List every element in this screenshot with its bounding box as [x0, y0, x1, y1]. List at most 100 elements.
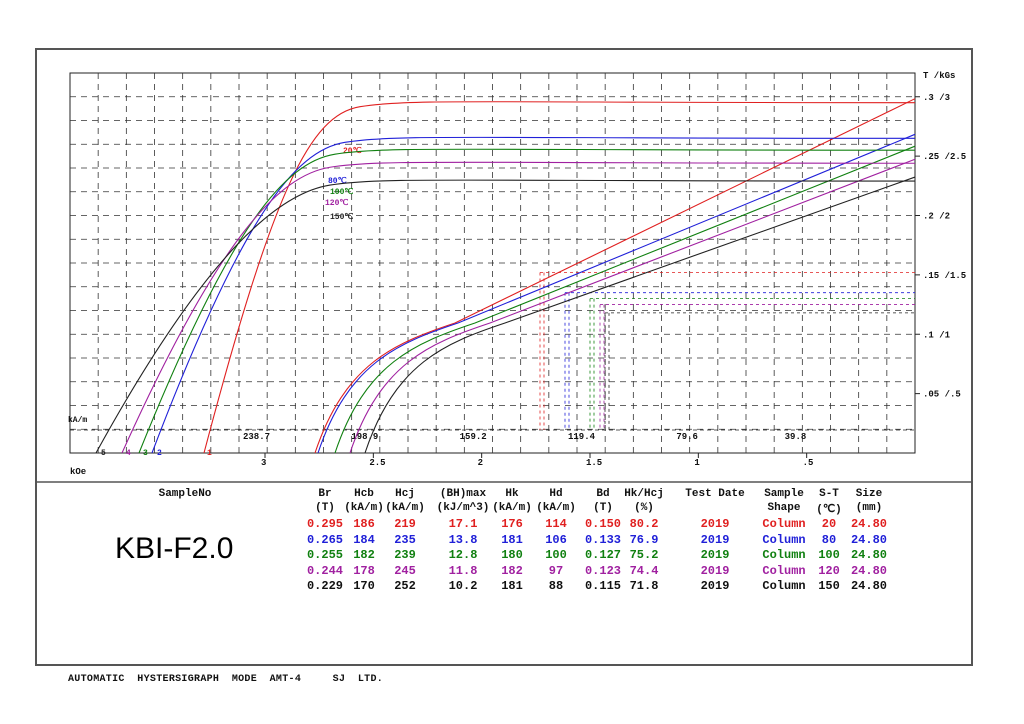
column-header: Bd	[596, 488, 610, 500]
column-unit: (T)	[593, 502, 613, 514]
table-cell: 180	[501, 548, 523, 562]
column-header: Hd	[549, 488, 563, 500]
x-tick-label-kam: 198.9	[351, 432, 378, 442]
table-cell: 182	[501, 563, 523, 578]
sample-no-header: SampleNo	[158, 488, 212, 500]
y-tick-label: .05 /.5	[923, 390, 961, 400]
table-cell: 24.80	[850, 548, 887, 562]
load-line	[364, 176, 916, 454]
y-tick-label: .15 /1.5	[923, 271, 966, 281]
column-header: Sample	[764, 488, 804, 500]
column-header: Hcj	[395, 488, 415, 500]
column-unit: (℃)	[816, 504, 842, 516]
table-cell: 75.2	[629, 548, 659, 562]
x-tick-label-kam: 79.6	[676, 432, 698, 442]
table-cell: 0.255	[306, 548, 343, 562]
x-tick-label-koe: 1.5	[586, 458, 602, 468]
table-cell: 235	[394, 532, 416, 547]
x-tick-label-koe: 1	[694, 458, 700, 468]
table-cell: Column	[762, 548, 806, 562]
table-cell: 97	[548, 563, 564, 578]
demag-curve	[151, 136, 916, 454]
demag-curve	[95, 179, 916, 454]
y-axis-label: T /kGs	[923, 71, 955, 81]
x-tick-label-koe: 3	[261, 458, 266, 468]
curve-temperature-label: 80℃	[328, 176, 347, 186]
table-cell: 2019	[700, 563, 730, 578]
y-tick-label: .1 /1	[923, 330, 951, 340]
column-header: S-T	[819, 488, 839, 500]
table-cell: 106	[545, 532, 567, 547]
table-cell: 100	[818, 548, 840, 562]
table-cell: 80.2	[629, 517, 659, 531]
table-cell: 76.9	[629, 532, 659, 547]
recoil-marker: 5	[101, 449, 106, 458]
curve-temperature-label: 20℃	[343, 146, 362, 156]
load-line	[334, 145, 916, 454]
column-unit: (kA/m)	[344, 502, 384, 514]
table-cell: 245	[394, 563, 416, 578]
x-tick-label-kam: 119.4	[568, 432, 596, 442]
x-tick-label-koe: 2	[478, 458, 483, 468]
report-frame	[35, 48, 973, 666]
table-cell: 2019	[700, 517, 730, 531]
table-cell: 17.1	[448, 517, 478, 531]
table-cell: 24.80	[850, 563, 887, 578]
curve-temperature-label: 150℃	[330, 212, 353, 222]
table-cell: 0.295	[306, 517, 343, 531]
table-cell: 181	[501, 532, 523, 547]
demag-curve	[203, 101, 916, 454]
curve-temperature-label: 120℃	[325, 198, 348, 208]
table-cell: 0.265	[306, 532, 343, 547]
table-cell: 24.80	[850, 517, 887, 531]
table-cell: Column	[762, 563, 806, 578]
table-cell: 170	[353, 579, 375, 593]
table-cell: 186	[353, 517, 375, 531]
x-tick-label-kam: 159.2	[460, 432, 487, 442]
table-cell: 182	[353, 548, 375, 562]
x-axis-label: kOe	[70, 467, 86, 477]
table-cell: 74.4	[629, 563, 659, 578]
column-unit: (kA/m)	[536, 502, 576, 514]
table-cell: Column	[762, 517, 806, 531]
table-cell: 20	[821, 517, 837, 531]
y-tick-label: .3 /3	[923, 93, 950, 103]
table-cell: 13.8	[448, 532, 478, 547]
x-tick-label-kam: 238.7	[243, 432, 270, 442]
table-cell: 0.123	[584, 563, 621, 578]
kam-label: kA/m	[68, 416, 87, 425]
table-cell: 120	[818, 563, 840, 578]
table-cell: 252	[394, 579, 416, 593]
column-header: (BH)max	[439, 488, 487, 500]
table-cell: 114	[545, 517, 567, 531]
column-header: Hcb	[354, 488, 374, 500]
sample-name: KBI-F2.0	[115, 532, 234, 565]
column-unit: (%)	[634, 502, 654, 514]
recoil-marker: 1	[207, 449, 212, 458]
table-cell: 184	[353, 532, 375, 547]
column-header: Size	[855, 488, 883, 500]
table-cell: 10.2	[448, 579, 478, 593]
table-cell: 176	[501, 517, 523, 531]
x-tick-label-kam: 39.8	[785, 432, 807, 442]
demag-curve	[138, 148, 916, 454]
table-cell: 178	[353, 563, 375, 578]
column-unit: (kJ/m^3)	[436, 502, 490, 514]
table-cell: 88	[548, 579, 564, 593]
load-line	[314, 98, 916, 454]
table-cell: 0.115	[584, 579, 621, 593]
table-cell: 11.8	[448, 563, 478, 578]
y-tick-label: .2 /2	[923, 212, 950, 222]
column-unit: (T)	[315, 502, 335, 514]
column-header: Hk	[505, 488, 519, 500]
table-cell: 71.8	[629, 579, 659, 593]
table-cell: 2019	[700, 532, 730, 547]
column-unit: (kA/m)	[492, 502, 532, 514]
table-cell: 219	[394, 517, 416, 531]
column-header: Hk/Hcj	[624, 488, 664, 500]
column-unit: Shape	[767, 502, 801, 514]
table-cell: 0.244	[306, 563, 343, 578]
table-cell: 0.150	[584, 517, 621, 531]
table-cell: Column	[762, 532, 806, 547]
y-tick-label: .25 /2.5	[923, 152, 966, 162]
